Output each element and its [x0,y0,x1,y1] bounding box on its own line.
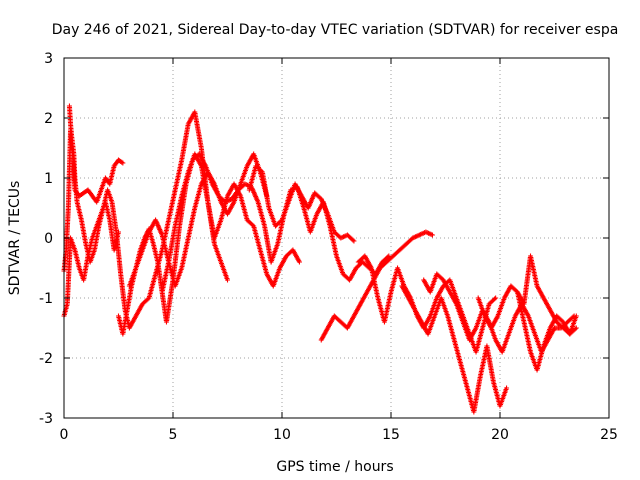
y-tick-label: 3 [44,51,53,67]
y-tick-label: -3 [39,411,53,427]
series-satellite-3 [66,103,230,331]
x-tick-label: 25 [600,427,618,443]
data-points [61,103,579,415]
x-tick-label: 15 [382,427,400,443]
data-point [493,295,499,301]
series-satellite-8 [268,184,392,283]
axis-ticks [63,57,610,419]
chart-title: Day 246 of 2021, Sidereal Day-to-day VTE… [52,22,619,38]
data-point [573,313,579,319]
series-satellite-9 [318,229,435,343]
data-point [429,232,435,238]
y-tick-label: 0 [44,231,53,247]
data-point [258,168,264,174]
series-satellite-11 [399,283,510,415]
y-tick-label: -1 [39,291,53,307]
x-tick-label: 10 [273,427,291,443]
data-point [351,238,357,244]
data-point [492,296,498,302]
series-satellite-2 [61,199,121,319]
tick-labels: 0 5 10 15 20 25 -3 -2 -1 0 1 2 3 [39,51,618,443]
y-tick-label: -2 [39,351,53,367]
y-tick-label: 1 [44,171,53,187]
x-tick-label: 0 [60,427,69,443]
data-point [296,259,302,265]
data-point [573,325,579,331]
x-tick-label: 5 [169,427,178,443]
y-axis-label: SDTVAR / TECUs [7,181,23,296]
grid-lines [64,58,609,418]
series-satellite-14 [514,289,579,373]
data-point [504,385,510,391]
data-point [119,159,125,165]
data-point [120,160,126,166]
data-point [572,326,578,332]
series-satellite-6 [159,151,302,295]
x-tick-label: 20 [491,427,509,443]
data-point [225,277,230,283]
x-axis-label: GPS time / hours [276,459,393,475]
y-tick-label: 2 [44,111,53,127]
data-point [350,237,356,243]
